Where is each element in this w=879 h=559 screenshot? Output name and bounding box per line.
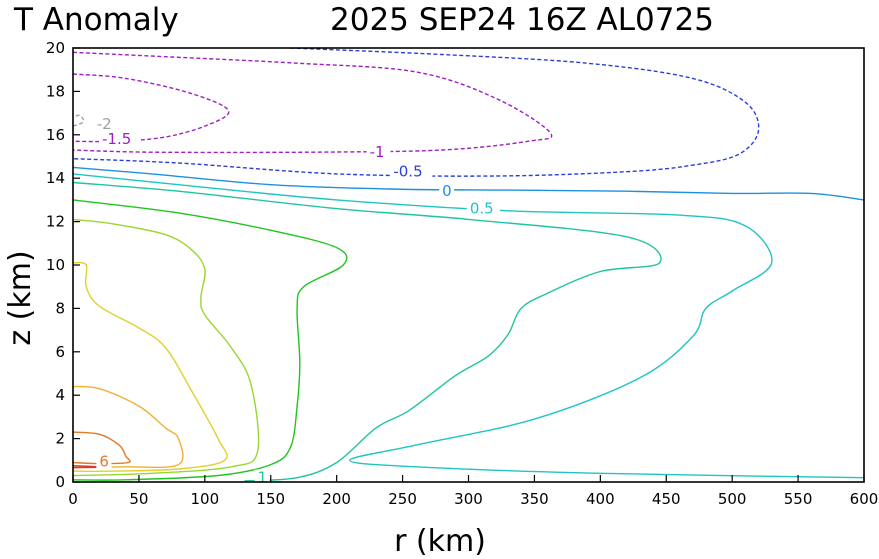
chart-subtitle: 2025 SEP24 16Z AL0725	[330, 2, 714, 38]
x-axis-ticks: 0 50 100 150 200 250 300 350 400 450 500 550 600	[68, 475, 878, 508]
contour-line	[73, 114, 85, 127]
y-tick-label: 0	[55, 473, 65, 491]
x-tick-label: 100	[191, 490, 220, 508]
x-tick-label: 150	[256, 490, 285, 508]
contour-line	[73, 166, 864, 201]
y-tick-label: 20	[46, 39, 65, 57]
x-tick-label: 450	[652, 490, 681, 508]
contour-label-background	[93, 115, 118, 132]
contour-line	[73, 385, 184, 469]
x-tick-label: 250	[388, 490, 417, 508]
y-tick-label: 2	[55, 430, 65, 448]
y-tick-label: 4	[55, 386, 65, 404]
contour-label-background	[466, 200, 500, 217]
x-tick-label: 400	[586, 490, 615, 508]
y-tick-label: 12	[46, 213, 65, 231]
contour-label-background	[390, 163, 433, 180]
y-tick-label: 8	[55, 299, 65, 317]
x-tick-label: 0	[68, 490, 78, 508]
y-tick-label: 6	[55, 343, 65, 361]
contour-label: -2	[97, 115, 112, 133]
contour-label: 6	[99, 452, 109, 470]
chart-title: T Anomaly	[13, 2, 179, 38]
contour-label-background	[439, 183, 455, 200]
x-tick-label: 50	[129, 490, 148, 508]
contour-label: -1.5	[102, 130, 131, 148]
contour-lines	[73, 48, 864, 482]
contour-line	[73, 51, 553, 154]
x-tick-label: 600	[850, 490, 879, 508]
contour-label-background	[96, 453, 112, 470]
y-axis-ticks: 0 2 4 6 8 10 12 14 16 18 20	[46, 39, 80, 491]
y-tick-label: 14	[46, 169, 65, 187]
contour-line	[73, 261, 228, 472]
y-tick-label: 16	[46, 126, 65, 144]
contour-line	[73, 173, 864, 479]
x-tick-label: 500	[718, 490, 747, 508]
plot-area	[73, 48, 864, 482]
x-axis-label: r (km)	[394, 524, 486, 559]
y-tick-label: 18	[46, 82, 65, 100]
contour-line	[73, 48, 760, 177]
x-tick-label: 300	[454, 490, 483, 508]
x-tick-label: 350	[520, 490, 549, 508]
contour-label: 0.5	[470, 200, 494, 218]
x-tick-label: 550	[784, 490, 813, 508]
contour-label: -1	[370, 143, 385, 161]
y-tick-label: 10	[46, 256, 65, 274]
contour-label: 1	[258, 469, 268, 487]
contour-label-background	[366, 144, 391, 161]
contour-line	[73, 218, 260, 477]
y-axis-label: z (km)	[3, 250, 38, 345]
contour-label: -0.5	[393, 163, 422, 181]
contour-line	[73, 199, 348, 481]
x-tick-label: 200	[322, 490, 351, 508]
contour-label: 0	[442, 182, 452, 200]
contour-label-background	[99, 131, 142, 148]
contour-line	[73, 181, 662, 482]
contour-labels: -2-1.5 -1 -0.5 0 0.5 1 6	[93, 115, 500, 487]
